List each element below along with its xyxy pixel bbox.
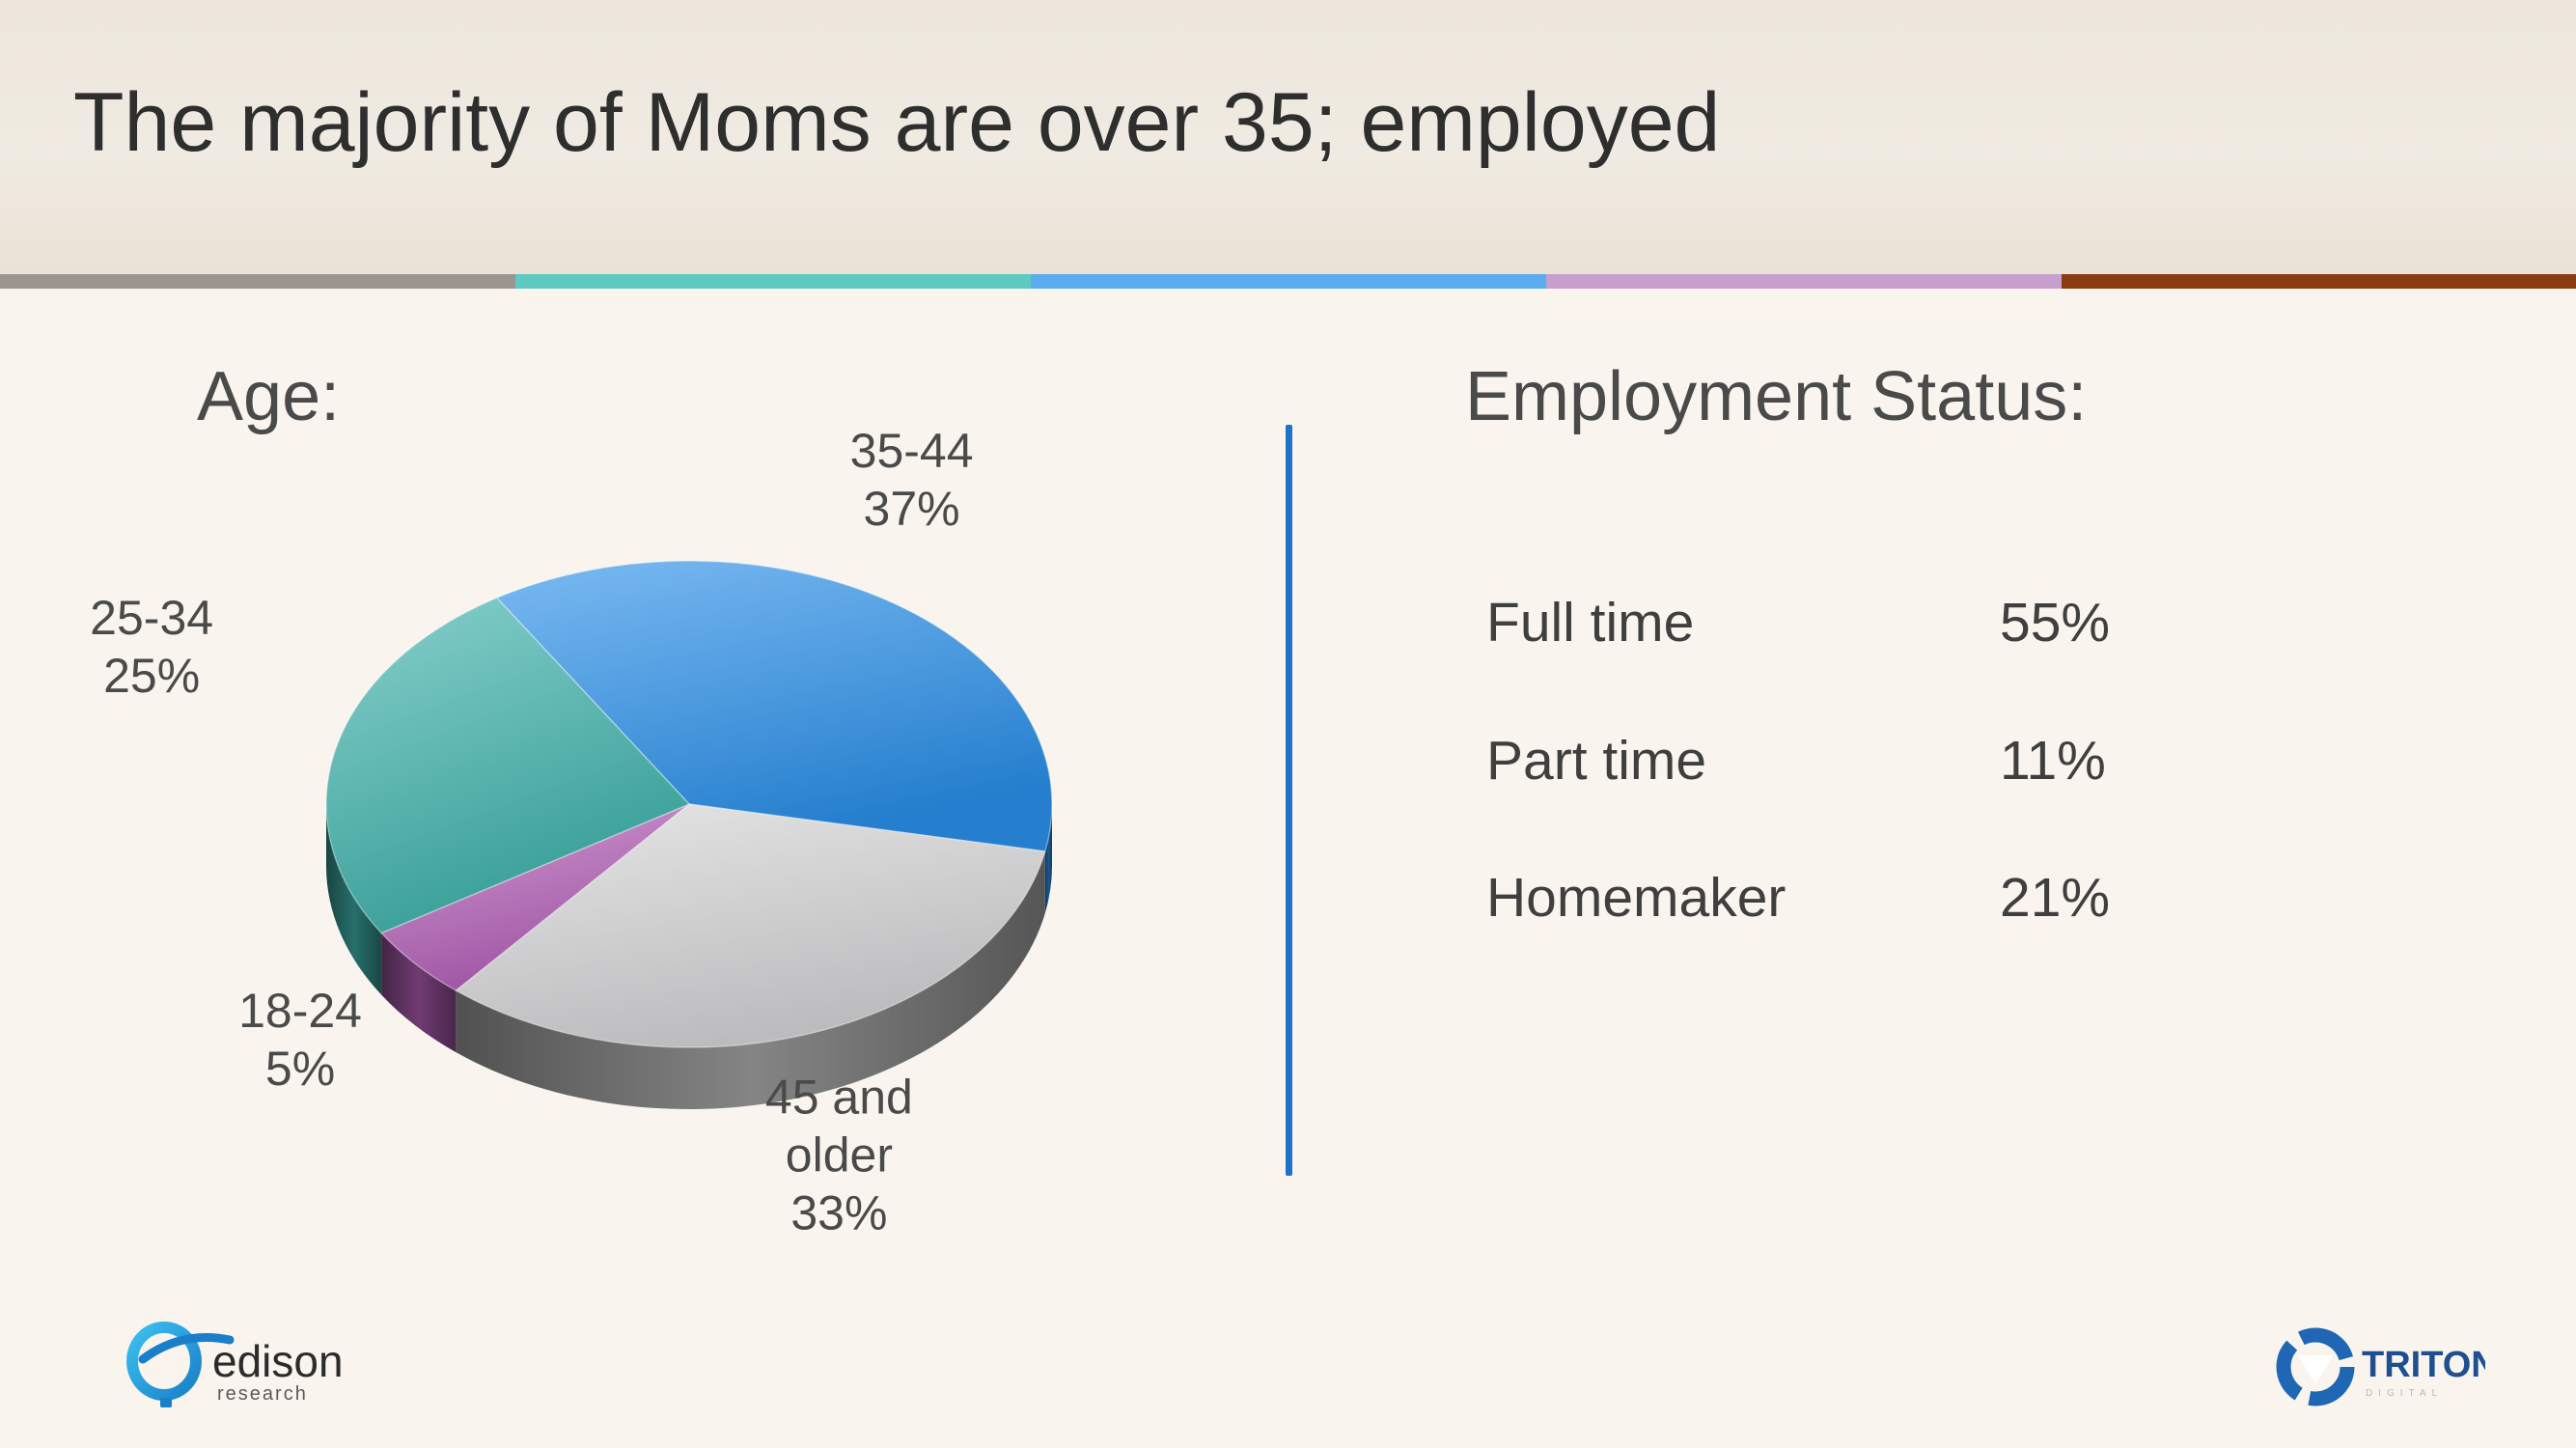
pie-slice-side-35-44 xyxy=(1044,804,1052,913)
pie-label-line: 37% xyxy=(864,482,960,536)
pie-slice-35-44 xyxy=(495,560,1053,852)
edison-logo-subtext: research xyxy=(217,1383,308,1405)
employment-row-label-part-time: Part time xyxy=(1486,730,1707,792)
pie-slice-25-34 xyxy=(325,597,691,934)
slide-header: The majority of Moms are over 35; employ… xyxy=(0,0,2576,274)
pie-label-line: 25% xyxy=(103,649,200,703)
triton-logo-subtext: DIGITAL xyxy=(2366,1388,2443,1399)
stripe-segment-1 xyxy=(0,274,515,289)
edison-research-logo-icon: edison research xyxy=(126,1322,344,1407)
pie-slice-side-25-34 xyxy=(326,804,382,995)
pie-slice-side-18-24 xyxy=(381,933,457,1053)
pie-label-line: 18-24 xyxy=(238,984,362,1038)
pie-slice-18-24 xyxy=(379,803,690,991)
section-divider xyxy=(1286,425,1292,1176)
pie-label-25-34: 25-34 25% xyxy=(90,591,213,703)
pie-label-35-44: 35-44 37% xyxy=(850,424,974,536)
pie-label-line: 45 and xyxy=(765,1070,913,1124)
stripe-segment-5 xyxy=(2062,274,2576,289)
triton-logo-text: TRITON xyxy=(2362,1345,2485,1385)
pie-label-line: 35-44 xyxy=(850,424,974,478)
stripe-segment-3 xyxy=(1031,274,1546,289)
pie-slice-side-45-and-older xyxy=(456,850,1045,1109)
stripe-segment-4 xyxy=(1546,274,2062,289)
employment-section-label: Employment Status: xyxy=(1465,358,2088,435)
stripe-segment-2 xyxy=(515,274,1031,289)
employment-row-value-part-time: 11% xyxy=(2000,730,2106,792)
pie-slice-45-and-older xyxy=(454,803,1046,1048)
employment-row-label-homemaker: Homemaker xyxy=(1486,867,1787,929)
pie-label-line: older xyxy=(786,1128,893,1182)
employment-row-label-full-time: Full time xyxy=(1486,592,1695,654)
age-pie-chart: 35-44 37% 45 and older 33% 18-24 5% 25-34 25% xyxy=(90,424,1053,1239)
slide-title: The majority of Moms are over 35; employ… xyxy=(73,76,1721,169)
pie-label-18-24: 18-24 5% xyxy=(238,984,362,1096)
triton-digital-logo-icon: TRITON DIGITAL xyxy=(2276,1327,2485,1406)
pie-label-line: 5% xyxy=(265,1042,335,1096)
employment-row-value-full-time: 55% xyxy=(2000,592,2111,654)
edison-logo-text: edison xyxy=(212,1336,344,1386)
age-section-label: Age: xyxy=(197,358,341,435)
pie-label-line: 33% xyxy=(790,1185,887,1239)
employment-row-value-homemaker: 21% xyxy=(2000,867,2111,929)
pie-label-line: 25-34 xyxy=(90,591,213,645)
pie-label-45-and-older: 45 and older 33% xyxy=(765,1070,913,1239)
